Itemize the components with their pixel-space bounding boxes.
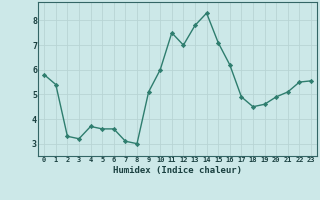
X-axis label: Humidex (Indice chaleur): Humidex (Indice chaleur) xyxy=(113,166,242,175)
